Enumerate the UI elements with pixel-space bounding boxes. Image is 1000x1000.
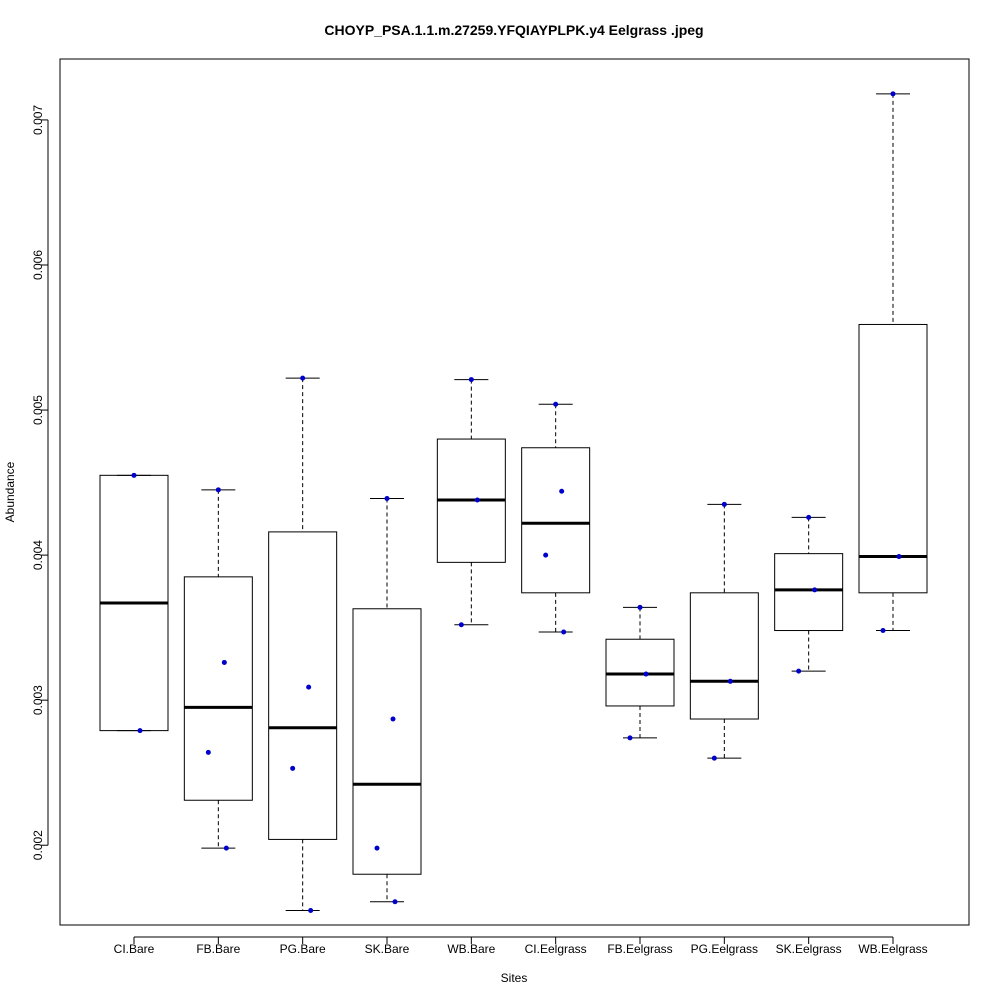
data-point [205,749,211,755]
data-point [308,907,314,913]
box-iqr [521,447,591,594]
data-point [561,629,567,635]
data-point [290,765,296,771]
x-tick-label: FB.Bare [196,942,240,956]
chart-title: CHOYP_PSA.1.1.m.27259.YFQIAYPLPK.y4 Eelg… [324,22,703,38]
box-PG.Bare [268,375,338,913]
data-point [711,755,717,761]
box-WB.Eelgrass [858,91,928,634]
data-point [390,716,396,722]
box-CI.Eelgrass [521,401,591,635]
data-point [300,375,306,381]
data-point [137,728,143,734]
data-point [643,671,649,677]
data-point [458,622,464,628]
data-point [215,487,221,493]
box-iqr [352,608,422,875]
box-iqr [689,592,759,720]
data-point [806,514,812,520]
data-point [543,552,549,558]
x-tick-label: CI.Eelgrass [525,942,587,956]
data-point [474,497,480,503]
y-tick-label: 0.002 [31,830,45,860]
data-point [727,678,733,684]
data-point [721,501,727,507]
y-axis: 0.002 0.003 0.004 0.005 0.006 0.007 [31,105,49,860]
box-FB.Eelgrass [605,604,675,741]
data-point [559,488,565,494]
x-axis-label: Sites [501,971,528,985]
data-point [384,496,390,502]
box-CI.Bare [99,472,169,734]
x-tick-label: PG.Bare [280,942,326,956]
x-tick-label: SK.Eelgrass [776,942,842,956]
x-axis: CI.Bare FB.Bare PG.Bare SK.Bare WB.Bare CI.Ee… [114,936,928,956]
data-point [221,659,227,665]
y-tick-label: 0.006 [31,250,45,280]
data-point [131,472,137,478]
y-tick-label: 0.007 [31,105,45,135]
box-iqr [268,531,338,840]
boxes-layer [99,91,928,913]
data-point [392,899,398,905]
data-point [374,845,380,851]
data-point [627,735,633,741]
box-FB.Bare [183,487,253,851]
x-tick-label: CI.Bare [114,942,155,956]
data-point [796,668,802,674]
plot-frame [59,58,970,926]
x-tick-label: SK.Bare [365,942,410,956]
data-point [890,91,896,97]
data-point [812,587,818,593]
data-point [468,377,474,383]
x-tick-label: WB.Bare [447,942,495,956]
box-WB.Bare [436,377,506,628]
box-iqr [858,323,928,594]
data-point [880,628,886,634]
data-point [306,684,312,690]
data-point [896,554,902,560]
box-iqr [183,576,253,801]
box-PG.Eelgrass [689,501,759,761]
y-tick-label: 0.004 [31,540,45,570]
data-point [637,604,643,610]
x-tick-label: WB.Eelgrass [858,942,927,956]
y-axis-label: Abundance [3,461,17,522]
data-point [223,845,229,851]
box-SK.Bare [352,496,422,905]
data-point [553,401,559,407]
x-tick-label: FB.Eelgrass [607,942,672,956]
y-tick-label: 0.005 [31,395,45,425]
box-iqr [774,553,844,632]
box-SK.Eelgrass [774,514,844,674]
y-tick-label: 0.003 [31,685,45,715]
x-tick-label: PG.Eelgrass [691,942,758,956]
